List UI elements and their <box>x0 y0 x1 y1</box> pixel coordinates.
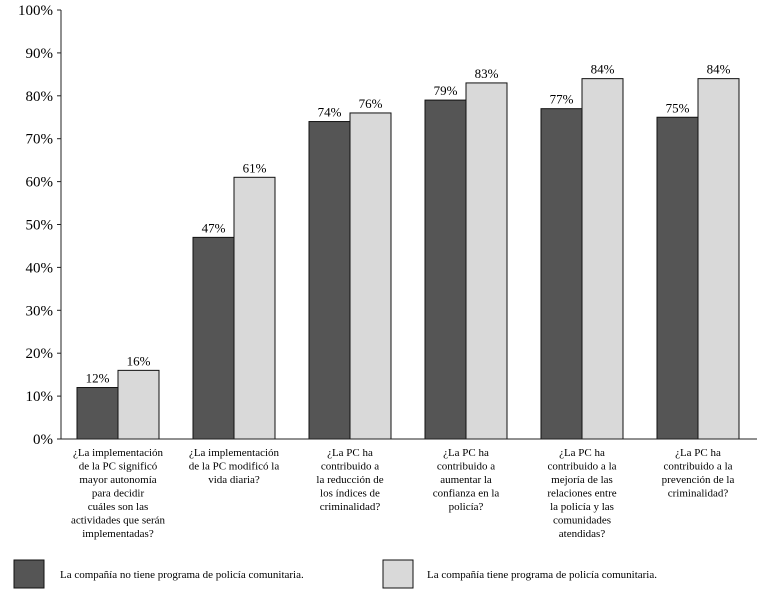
bar-no-program <box>76 387 119 440</box>
category-label: ¿La PC ha contribuido a la prevención de l… <box>662 447 735 500</box>
bar-with-program <box>581 78 624 440</box>
y-tick-label: 30% <box>26 303 54 319</box>
y-tick-label: 40% <box>26 260 54 276</box>
data-label: 79% <box>434 83 458 98</box>
bar-with-program <box>697 78 740 440</box>
y-tick-label: 10% <box>26 389 54 405</box>
y-tick-label: 100% <box>18 3 53 19</box>
y-tick-label: 0% <box>33 432 53 448</box>
bar-no-program <box>192 236 235 440</box>
category-label: ¿La PC ha contribuido a aumentar la confian… <box>433 447 500 513</box>
data-label: 12% <box>86 371 110 386</box>
y-tick-label: 80% <box>26 89 54 105</box>
bar-with-program <box>349 112 392 440</box>
y-tick-label: 60% <box>26 175 54 191</box>
data-label: 61% <box>243 160 267 175</box>
legend-swatch-no-program <box>13 559 45 589</box>
data-label: 74% <box>318 105 342 120</box>
bar-no-program <box>540 108 583 440</box>
data-label: 47% <box>202 220 226 235</box>
y-tick-label: 90% <box>26 46 54 62</box>
data-label: 75% <box>666 100 690 115</box>
bar-with-program <box>233 176 276 440</box>
bar-with-program <box>117 369 160 440</box>
data-label: 83% <box>475 66 499 81</box>
y-tick-label: 50% <box>26 218 54 234</box>
bar-with-program <box>465 82 508 440</box>
legend-label: La compañía tiene programa de policía co… <box>427 569 657 581</box>
data-labels: 12% 47% 74% 79% 77% 75% 16% 61% 76% 83% 84% 84% <box>86 62 731 386</box>
category-labels: ¿La implementación de la PC significó mayo… <box>71 447 735 540</box>
bars <box>76 78 740 440</box>
y-axis: 0% 10% 20% 30% 40% 50% 60% 70% 80% 90% 100% <box>18 3 62 448</box>
y-tick-label: 20% <box>26 346 54 362</box>
bar-no-program <box>424 99 467 440</box>
bar-no-program <box>656 116 699 440</box>
data-label: 84% <box>591 62 615 77</box>
legend-swatch-with-program <box>382 559 414 589</box>
y-tick-label: 70% <box>26 132 54 148</box>
data-label: 16% <box>127 353 151 368</box>
legend: La compañía no tiene programa de policía… <box>13 559 657 589</box>
category-label: ¿La implementación de la PC modificó la vi… <box>189 447 280 486</box>
data-label: 76% <box>359 96 383 111</box>
category-label: ¿La PC ha contribuido a la reducción de los… <box>316 447 383 513</box>
category-label: ¿La implementación de la PC significó mayo… <box>71 447 166 540</box>
category-label: ¿La PC ha contribuido a la mejoría de las r… <box>547 447 616 540</box>
legend-label: La compañía no tiene programa de policía… <box>60 569 304 581</box>
data-label: 84% <box>707 62 731 77</box>
data-label: 77% <box>550 92 574 107</box>
bar-no-program <box>308 121 351 440</box>
